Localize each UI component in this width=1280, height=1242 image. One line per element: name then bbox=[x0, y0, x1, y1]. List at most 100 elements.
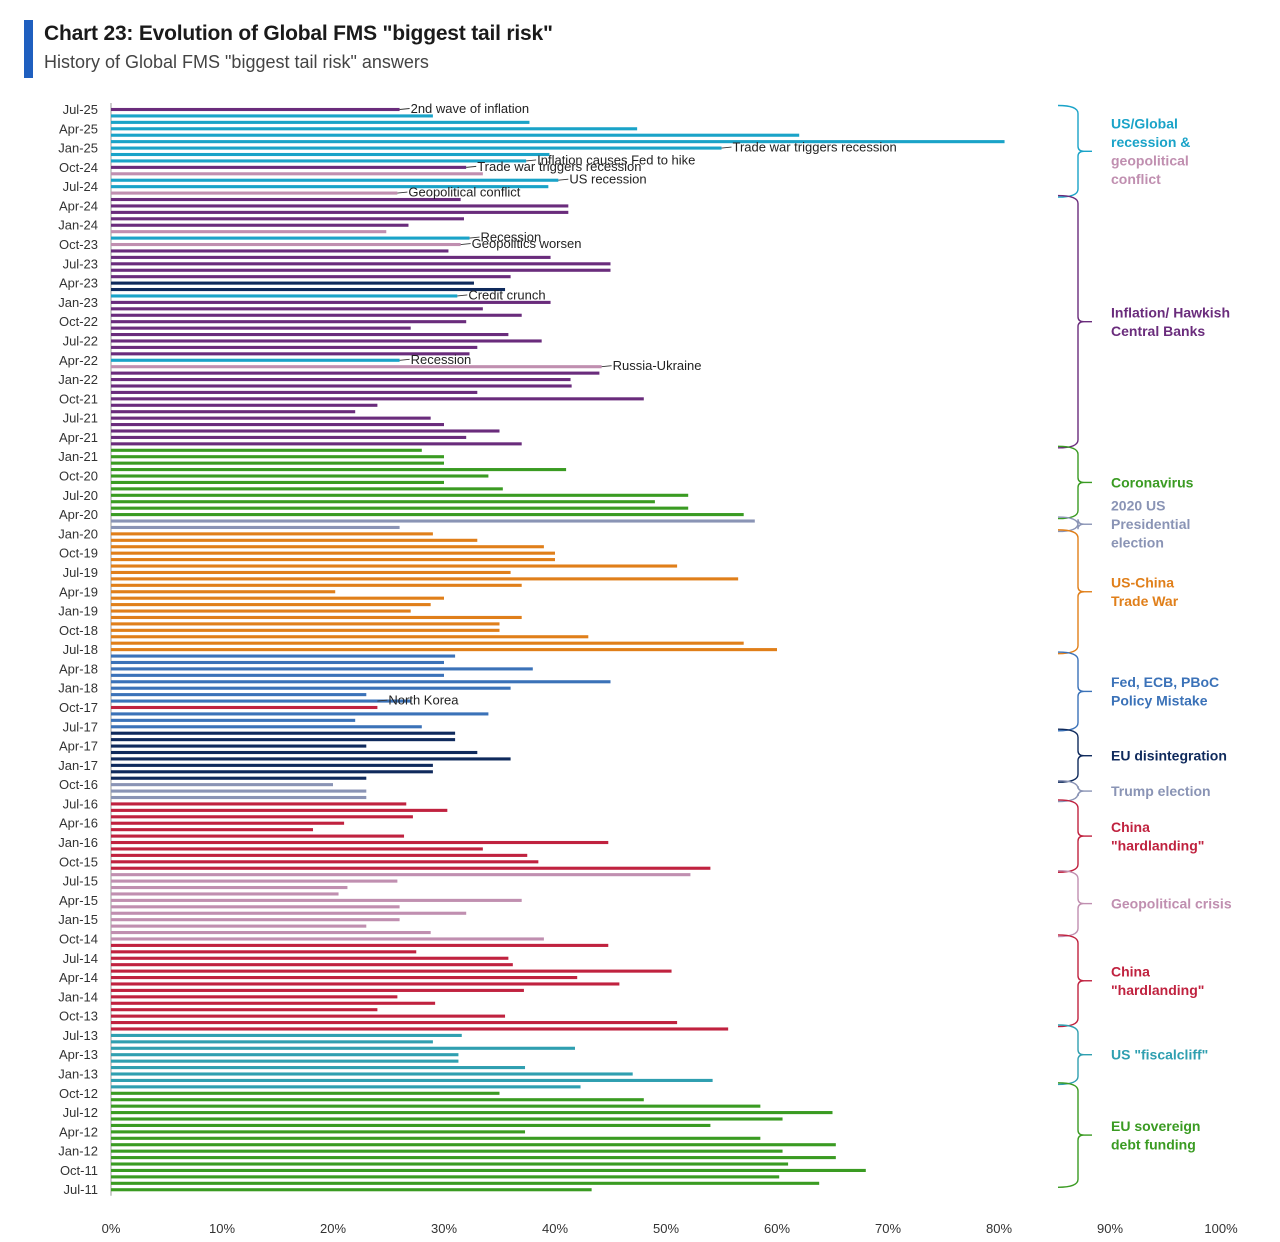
group-label: Trump election bbox=[1111, 783, 1211, 799]
group-brace bbox=[1057, 1082, 1085, 1189]
y-tick-label: Jan-21 bbox=[58, 449, 98, 464]
bar bbox=[111, 345, 478, 349]
bar bbox=[111, 185, 549, 189]
x-tick-label: 90% bbox=[1097, 1221, 1123, 1236]
bar bbox=[111, 937, 544, 941]
bar bbox=[111, 268, 611, 272]
bar bbox=[111, 821, 345, 825]
bar bbox=[111, 712, 489, 716]
chart-subtitle: History of Global FMS "biggest tail risk… bbox=[44, 52, 429, 72]
annotation-leader bbox=[377, 699, 388, 702]
bar bbox=[111, 551, 555, 555]
bar bbox=[111, 461, 444, 465]
bar bbox=[111, 731, 456, 735]
group-label: Trade War bbox=[1111, 593, 1179, 609]
bar bbox=[111, 300, 551, 304]
group-brace bbox=[1057, 1024, 1085, 1086]
bar bbox=[111, 165, 467, 169]
bar bbox=[111, 840, 609, 845]
bar bbox=[111, 1156, 836, 1160]
bar bbox=[111, 609, 411, 613]
bar bbox=[111, 757, 511, 761]
bar bbox=[111, 725, 422, 729]
bar bbox=[111, 1033, 462, 1037]
y-tick-label: Jul-13 bbox=[63, 1028, 98, 1043]
group-label: Fed, ECB, PBoC bbox=[1111, 674, 1219, 690]
bar bbox=[111, 789, 367, 793]
bar bbox=[111, 1053, 459, 1057]
bar bbox=[111, 1027, 729, 1031]
y-tick-label: Jan-16 bbox=[58, 835, 98, 850]
group-label: recession & bbox=[1111, 134, 1190, 150]
bar bbox=[111, 924, 367, 928]
bar bbox=[111, 1059, 459, 1063]
bar bbox=[111, 1143, 836, 1147]
bar bbox=[111, 371, 600, 375]
annotation-label: Trade war triggers recession bbox=[733, 140, 897, 155]
bar bbox=[111, 249, 449, 253]
group-label: Presidential bbox=[1111, 516, 1190, 532]
bar bbox=[111, 930, 431, 935]
annotation-leader bbox=[469, 236, 480, 239]
bar bbox=[111, 365, 602, 369]
bar bbox=[111, 596, 444, 600]
bar bbox=[111, 1162, 789, 1166]
bar bbox=[111, 474, 489, 478]
bar bbox=[111, 808, 448, 812]
annotation-label: North Korea bbox=[388, 693, 459, 708]
bar bbox=[111, 815, 413, 819]
bar bbox=[111, 963, 513, 967]
annotation-label: 2nd wave of inflation bbox=[411, 101, 530, 116]
bar bbox=[111, 583, 522, 587]
x-tick-label: 80% bbox=[986, 1221, 1012, 1236]
y-tick-label: Oct-11 bbox=[60, 1163, 98, 1178]
bar bbox=[111, 1001, 436, 1005]
bar bbox=[111, 564, 678, 568]
bar bbox=[111, 802, 407, 806]
bar bbox=[111, 307, 483, 311]
bar bbox=[111, 860, 539, 864]
group-label: US "fiscalcliff" bbox=[1111, 1047, 1208, 1063]
bar bbox=[111, 519, 755, 523]
bar bbox=[111, 673, 444, 677]
bar bbox=[111, 783, 333, 787]
bar bbox=[111, 146, 722, 150]
x-tick-label: 50% bbox=[653, 1221, 679, 1236]
y-tick-label: Jan-14 bbox=[58, 989, 98, 1004]
annotation-leader bbox=[399, 108, 410, 110]
group-label: "hardlanding" bbox=[1111, 837, 1204, 853]
y-tick-label: Apr-16 bbox=[59, 816, 98, 831]
bar bbox=[111, 152, 550, 157]
bar bbox=[111, 506, 689, 510]
y-tick-label: Jul-15 bbox=[63, 874, 98, 889]
y-tick-label: Apr-12 bbox=[59, 1124, 98, 1139]
bar bbox=[111, 866, 711, 870]
bar bbox=[111, 590, 336, 594]
group-label: US-China bbox=[1111, 575, 1174, 591]
y-tick-label: Oct-16 bbox=[59, 777, 98, 792]
bar bbox=[111, 236, 470, 240]
y-tick-label: Oct-18 bbox=[59, 623, 98, 638]
y-tick-label: Oct-17 bbox=[59, 700, 98, 715]
y-tick-label: Apr-24 bbox=[59, 198, 98, 213]
group-brace bbox=[1057, 934, 1085, 1028]
bar bbox=[111, 217, 464, 221]
group-label: EU disintegration bbox=[1111, 748, 1227, 764]
y-tick-label: Apr-15 bbox=[59, 893, 98, 908]
bar bbox=[111, 287, 506, 292]
bar bbox=[111, 847, 483, 851]
annotation-leader bbox=[526, 159, 537, 162]
bar bbox=[111, 159, 527, 163]
y-tick-label: Jan-18 bbox=[58, 681, 98, 696]
bar bbox=[111, 435, 467, 439]
bar bbox=[111, 114, 433, 118]
group-label: "hardlanding" bbox=[1111, 982, 1204, 998]
bar bbox=[111, 615, 522, 620]
bar bbox=[111, 140, 1005, 144]
y-tick-label: Apr-20 bbox=[59, 507, 98, 522]
bar bbox=[111, 622, 500, 626]
bar bbox=[111, 133, 800, 137]
bar bbox=[111, 210, 569, 214]
bar bbox=[111, 976, 578, 980]
group-label: China bbox=[1111, 819, 1150, 835]
